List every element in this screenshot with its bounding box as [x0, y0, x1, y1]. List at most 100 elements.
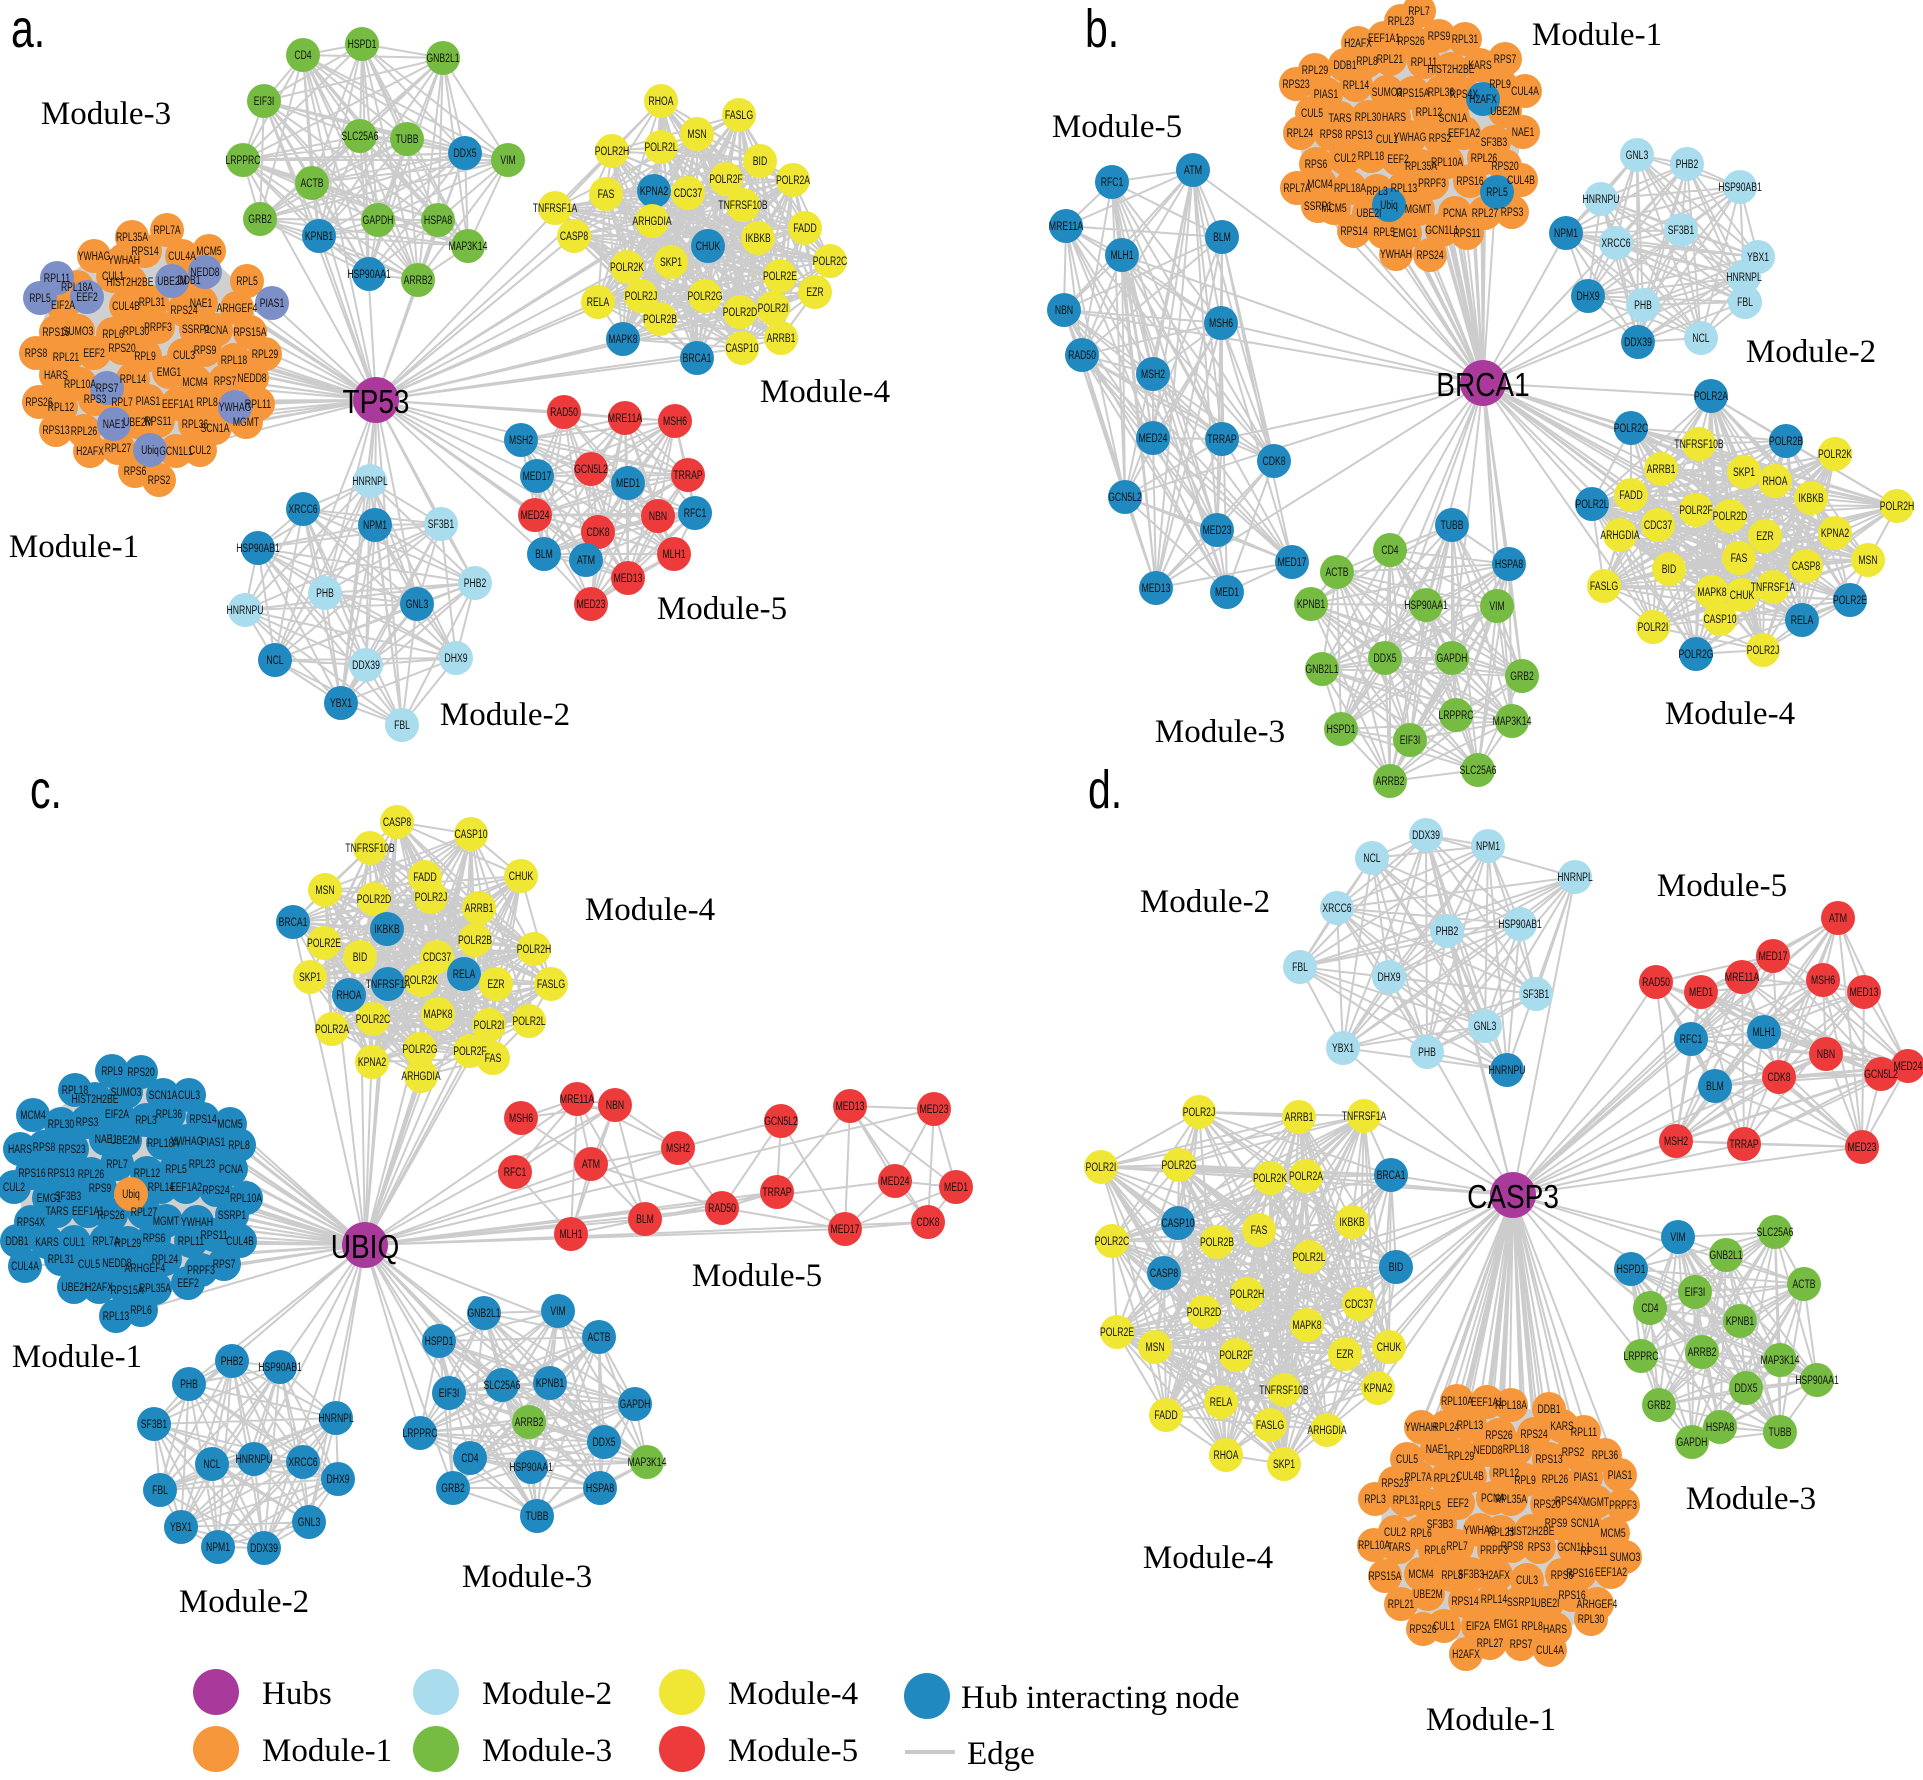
- svg-text:CHUK: CHUK: [696, 241, 721, 253]
- svg-text:PHB2: PHB2: [1676, 159, 1699, 171]
- svg-text:NBN: NBN: [1055, 305, 1073, 317]
- svg-text:KPNB1: KPNB1: [536, 1378, 564, 1390]
- svg-text:NAE1: NAE1: [1426, 1444, 1449, 1456]
- svg-text:POLR2J: POLR2J: [625, 291, 658, 303]
- svg-text:GNL3: GNL3: [298, 1517, 321, 1529]
- svg-text:DDB1: DDB1: [6, 1236, 29, 1248]
- svg-text:SF3B3: SF3B3: [1481, 137, 1507, 149]
- svg-text:FBL: FBL: [1737, 297, 1753, 309]
- svg-text:CASP10: CASP10: [725, 343, 758, 355]
- svg-text:RPL11: RPL11: [1411, 57, 1437, 69]
- svg-text:TNFRSF10B: TNFRSF10B: [345, 843, 395, 855]
- svg-text:POLR2C: POLR2C: [1095, 1236, 1130, 1248]
- svg-text:RHOA: RHOA: [649, 96, 674, 108]
- svg-text:CASP8: CASP8: [383, 817, 411, 829]
- svg-text:Module-5: Module-5: [728, 1733, 858, 1769]
- svg-text:CDC37: CDC37: [674, 188, 702, 200]
- svg-text:DDB1: DDB1: [1538, 1404, 1561, 1416]
- svg-text:KARS: KARS: [35, 1237, 59, 1249]
- svg-text:POLR2G: POLR2G: [403, 1044, 438, 1056]
- svg-text:RPS16: RPS16: [42, 327, 69, 339]
- svg-text:CUL4B: CUL4B: [112, 301, 140, 313]
- svg-text:ARHGEF4: ARHGEF4: [217, 303, 258, 315]
- svg-text:CUL2: CUL2: [3, 1182, 25, 1194]
- svg-text:UBE2I: UBE2I: [1535, 1598, 1560, 1610]
- svg-text:RPL6: RPL6: [1410, 1528, 1432, 1540]
- svg-text:HSP90AB1: HSP90AB1: [1498, 919, 1542, 931]
- svg-text:EEF2: EEF2: [76, 292, 98, 304]
- svg-text:MED1: MED1: [1689, 987, 1713, 999]
- svg-text:KARS: KARS: [1468, 60, 1492, 72]
- svg-text:Module-4: Module-4: [585, 892, 715, 928]
- svg-text:RPS3: RPS3: [1501, 207, 1524, 219]
- svg-text:Module-2: Module-2: [179, 1584, 309, 1620]
- svg-text:a.: a.: [11, 0, 45, 59]
- svg-text:PCNA: PCNA: [1443, 208, 1467, 220]
- svg-text:IKBKB: IKBKB: [374, 924, 400, 936]
- svg-text:FAS: FAS: [598, 189, 615, 201]
- svg-text:FASLG: FASLG: [725, 110, 753, 122]
- svg-text:POLR2K: POLR2K: [1253, 1173, 1287, 1185]
- svg-text:FADD: FADD: [793, 223, 817, 235]
- svg-text:HSPD1: HSPD1: [1327, 724, 1356, 736]
- svg-text:ACTB: ACTB: [1326, 567, 1349, 579]
- svg-text:RPS15A: RPS15A: [1368, 1571, 1401, 1583]
- svg-text:MLH1: MLH1: [1753, 1027, 1776, 1039]
- svg-text:RAD50: RAD50: [1068, 350, 1096, 362]
- svg-text:PHB: PHB: [316, 588, 334, 600]
- svg-text:CASP3: CASP3: [1467, 1178, 1559, 1215]
- svg-text:BLM: BLM: [1706, 1081, 1724, 1093]
- svg-text:TRRAP: TRRAP: [1729, 1139, 1758, 1151]
- svg-text:RPS13: RPS13: [1535, 1454, 1562, 1466]
- svg-text:RPS14: RPS14: [1340, 226, 1368, 238]
- svg-text:BRCA1: BRCA1: [279, 917, 308, 929]
- svg-text:RPL18A: RPL18A: [147, 1138, 179, 1150]
- svg-text:PRPF3: PRPF3: [1480, 1545, 1508, 1557]
- svg-text:POLR2J: POLR2J: [1747, 645, 1780, 657]
- svg-text:MSN: MSN: [687, 129, 706, 141]
- svg-text:GRB2: GRB2: [441, 1483, 465, 1495]
- svg-text:POLR2H: POLR2H: [1230, 1289, 1265, 1301]
- svg-text:HSP90AA1: HSP90AA1: [509, 1462, 553, 1474]
- svg-text:RPL12: RPL12: [134, 1168, 160, 1180]
- svg-text:RPL18: RPL18: [221, 355, 247, 367]
- svg-text:PHB2: PHB2: [221, 1356, 244, 1368]
- svg-text:RPS15A: RPS15A: [233, 327, 266, 339]
- svg-text:MED23: MED23: [1203, 525, 1232, 537]
- svg-text:GNL3: GNL3: [1626, 150, 1649, 162]
- svg-text:HNRNPU: HNRNPU: [1583, 194, 1620, 206]
- svg-text:HNRNPU: HNRNPU: [236, 1454, 273, 1466]
- svg-text:RELA: RELA: [453, 969, 476, 981]
- svg-text:YWHAG: YWHAG: [219, 402, 252, 414]
- svg-text:GCN1L1: GCN1L1: [159, 446, 193, 458]
- svg-text:PRPF3: PRPF3: [187, 1265, 215, 1277]
- svg-text:POLR2B: POLR2B: [643, 314, 677, 326]
- svg-text:MAPK8: MAPK8: [1292, 1320, 1321, 1332]
- svg-text:FADD: FADD: [1619, 490, 1643, 502]
- svg-text:KPNA2: KPNA2: [640, 186, 668, 198]
- svg-text:ATM: ATM: [1829, 913, 1847, 925]
- svg-text:RPL5: RPL5: [29, 293, 51, 305]
- svg-text:SLC25A6: SLC25A6: [1460, 765, 1497, 777]
- svg-text:NAE1: NAE1: [1512, 127, 1535, 139]
- svg-text:KARS: KARS: [1550, 1421, 1574, 1433]
- svg-text:RPL18A: RPL18A: [1334, 183, 1366, 195]
- svg-text:RPL9: RPL9: [1489, 79, 1511, 91]
- svg-text:RPL8: RPL8: [1356, 56, 1378, 68]
- svg-text:LRPPRC: LRPPRC: [1439, 710, 1474, 722]
- svg-text:MRE11A: MRE11A: [560, 1094, 595, 1106]
- svg-text:DHX9: DHX9: [1378, 972, 1401, 984]
- svg-text:DDX39: DDX39: [1412, 830, 1440, 842]
- svg-text:POLR2A: POLR2A: [1289, 1171, 1323, 1183]
- svg-text:DDX39: DDX39: [352, 660, 380, 672]
- svg-text:BRCA1: BRCA1: [683, 353, 712, 365]
- svg-text:EZR: EZR: [806, 287, 823, 299]
- svg-text:Module-3: Module-3: [482, 1733, 612, 1769]
- svg-text:DDX5: DDX5: [593, 1437, 616, 1449]
- svg-text:RPL35A: RPL35A: [116, 232, 148, 244]
- svg-text:Module-1: Module-1: [1532, 17, 1662, 53]
- svg-text:RPS3: RPS3: [1528, 1542, 1551, 1554]
- svg-text:UBE2M: UBE2M: [110, 1135, 140, 1147]
- svg-text:PCNA: PCNA: [1481, 1493, 1505, 1505]
- svg-text:RPS23: RPS23: [1282, 79, 1309, 91]
